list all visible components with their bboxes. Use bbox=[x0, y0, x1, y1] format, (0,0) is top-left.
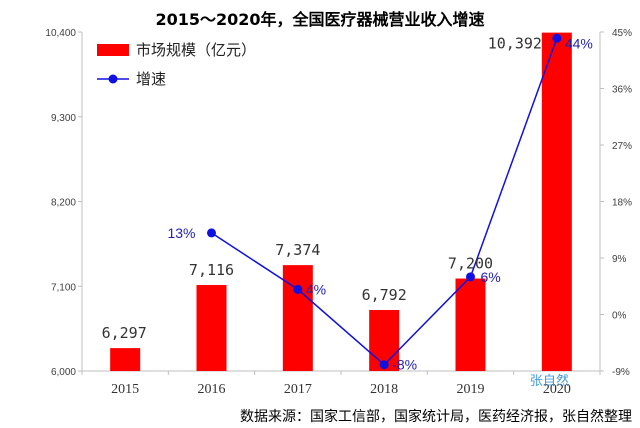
y-left-tick-label: 7,100 bbox=[51, 282, 76, 293]
watermark: 张自然 bbox=[530, 373, 569, 389]
y-left-tick-label: 6,000 bbox=[51, 367, 76, 378]
growth-value-label: 6% bbox=[481, 269, 501, 285]
y-left-tick-label: 9,300 bbox=[51, 113, 76, 124]
bar-2015 bbox=[110, 348, 141, 371]
x-tick-label: 2019 bbox=[457, 382, 485, 397]
growth-point-2020 bbox=[552, 33, 562, 43]
legend-bar-swatch bbox=[97, 44, 129, 56]
y-right-tick-label: 36% bbox=[612, 85, 632, 96]
source-note: 数据来源：国家工信部，国家统计局，医药经济报，张自然整理 bbox=[240, 409, 632, 425]
y-right-tick-label: 27% bbox=[612, 141, 632, 152]
growth-point-2017 bbox=[293, 284, 303, 294]
axes: 6,000 7,100 8,200 9,300 10,400 -9% 0% 9% 18% 27% 3… bbox=[45, 28, 632, 397]
y-right-tick-label: 9% bbox=[612, 254, 627, 265]
growth-value-label: -8% bbox=[392, 357, 417, 373]
growth-point-2019 bbox=[466, 272, 475, 282]
bar-2019 bbox=[455, 278, 486, 371]
legend-line-label: 增速 bbox=[136, 70, 166, 88]
bar-value-label: 7,374 bbox=[275, 241, 320, 259]
x-tick-label: 2015 bbox=[111, 382, 139, 397]
bar-2020 bbox=[541, 32, 572, 371]
chart-title: 2015～2020年，全国医疗器械营业收入增速 bbox=[155, 10, 485, 29]
x-tick-label: 2018 bbox=[370, 382, 398, 397]
bar-value-label: 7,200 bbox=[448, 255, 493, 273]
data-labels: 6,297 7,116 7,374 6,792 7,200 10,392 13% 4% -8% 6… bbox=[102, 35, 593, 373]
bar-2016 bbox=[196, 285, 227, 371]
legend-line-marker bbox=[108, 74, 118, 84]
y-right-tick-label: -9% bbox=[612, 367, 630, 378]
y-left-tick-label: 10,400 bbox=[45, 28, 76, 39]
bar-value-label: 10,392 bbox=[488, 35, 542, 53]
y-right-tick-label: 0% bbox=[612, 311, 627, 322]
legend: 市场规模（亿元） 增速 bbox=[97, 41, 256, 88]
x-tick-label: 2016 bbox=[198, 382, 226, 397]
bar-value-label: 7,116 bbox=[189, 261, 234, 279]
growth-line-group bbox=[207, 33, 562, 370]
x-tick-label: 2020 bbox=[543, 382, 571, 397]
growth-point-2018 bbox=[379, 360, 389, 370]
bars bbox=[110, 32, 572, 371]
growth-value-label: 4% bbox=[306, 281, 326, 297]
growth-value-label: 44% bbox=[565, 35, 593, 51]
legend-bar-label: 市场规模（亿元） bbox=[136, 41, 256, 59]
bar-value-label: 6,297 bbox=[102, 324, 147, 342]
y-right-tick-label: 18% bbox=[612, 198, 632, 209]
bar-value-label: 6,792 bbox=[362, 286, 407, 304]
x-tick-label: 2017 bbox=[284, 382, 312, 397]
growth-point-2016 bbox=[207, 228, 216, 238]
y-right-tick-label: 45% bbox=[612, 28, 632, 39]
growth-value-label: 13% bbox=[167, 225, 195, 241]
y-left-tick-label: 8,200 bbox=[51, 198, 76, 209]
